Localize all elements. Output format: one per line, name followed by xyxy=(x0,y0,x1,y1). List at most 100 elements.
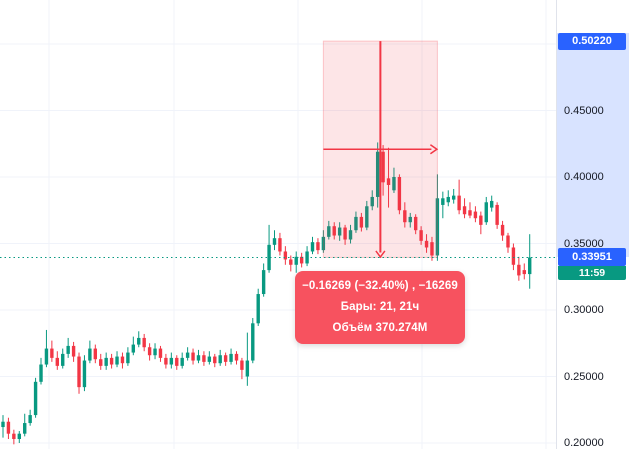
candle-body xyxy=(66,345,70,354)
candle-body xyxy=(169,357,174,365)
candle-body xyxy=(370,196,374,207)
candle-body xyxy=(473,211,478,219)
candle-body xyxy=(229,353,233,362)
candle-body xyxy=(213,356,217,364)
candle-body xyxy=(131,344,136,353)
candle-body xyxy=(506,235,510,248)
candle-body xyxy=(278,238,282,252)
candle-body xyxy=(462,206,467,215)
candle-body xyxy=(240,360,244,370)
candle-body xyxy=(245,360,250,377)
candle-body xyxy=(484,202,488,223)
candle-body xyxy=(218,355,222,364)
candle-body xyxy=(316,242,320,251)
candle-body xyxy=(359,216,364,228)
candle-body xyxy=(490,200,494,208)
candle-body xyxy=(457,195,461,211)
candle-body xyxy=(185,352,190,358)
candle-body xyxy=(158,348,163,358)
candle-body xyxy=(321,236,326,251)
candle-body xyxy=(517,264,521,276)
candle-body xyxy=(207,356,212,362)
measure-change-line: −0.16269 (−32.40%) , −16269 xyxy=(302,279,458,292)
candle-body xyxy=(23,423,27,434)
candle-body xyxy=(55,357,59,366)
candle-body xyxy=(115,356,119,365)
measure-tooltip: −0.16269 (−32.40%) , −16269 Бары: 21, 21… xyxy=(295,271,465,344)
candle-body xyxy=(234,353,239,361)
measure-volume-line: Объём 370.274M xyxy=(332,321,428,334)
candle-body xyxy=(267,244,271,271)
candle-body xyxy=(251,323,255,361)
candle-body xyxy=(17,433,21,440)
candle-body xyxy=(196,355,201,361)
candle-body xyxy=(261,270,266,295)
candle-body xyxy=(310,242,315,252)
candle-body xyxy=(397,177,402,211)
bar-countdown-badge: 11:59 xyxy=(558,266,626,281)
price-scale-selection-band xyxy=(557,33,629,258)
candle-body xyxy=(77,356,81,388)
price-tick-label: 0.40000 xyxy=(564,171,604,183)
candle-body xyxy=(71,345,76,357)
price-scale[interactable]: 0.45000 0.40000 0.35000 0.30000 0.25000 0.200… xyxy=(556,0,629,449)
candle-body xyxy=(289,259,293,265)
candle-body xyxy=(495,204,499,225)
candlestick-chart[interactable] xyxy=(0,0,557,449)
candle-body xyxy=(33,381,38,416)
candle-body xyxy=(403,210,407,223)
candle-body xyxy=(44,348,49,365)
candle-body xyxy=(511,247,516,265)
price-tick-label: 0.25000 xyxy=(564,370,604,383)
candle-body xyxy=(337,227,342,236)
candle-body xyxy=(408,216,412,223)
candle-body xyxy=(500,224,505,236)
candle-body xyxy=(202,355,206,362)
candle-body xyxy=(109,357,114,365)
candle-body xyxy=(50,348,54,358)
candle-body xyxy=(522,270,526,275)
candle-body xyxy=(142,337,146,348)
last-price-badge: 0.33951 xyxy=(558,248,626,267)
candle-body xyxy=(180,357,184,366)
candle-body xyxy=(1,421,5,428)
candle-body xyxy=(468,210,472,216)
candle-body xyxy=(381,151,385,183)
candle-body xyxy=(435,198,440,256)
candle-body xyxy=(93,348,98,360)
measure-right-arrowhead[interactable] xyxy=(429,144,439,155)
candle-body xyxy=(424,240,429,248)
candle-body xyxy=(256,294,260,324)
candle-body xyxy=(120,356,125,364)
candle-body xyxy=(164,357,168,365)
candle-body xyxy=(479,215,483,225)
candle-body xyxy=(153,348,157,356)
candle-body xyxy=(82,360,87,388)
candle-body xyxy=(12,433,16,440)
candle-body xyxy=(137,337,141,345)
candle-body xyxy=(299,256,304,264)
candle-body xyxy=(39,364,43,382)
measure-down-arrowhead[interactable] xyxy=(375,250,386,259)
candle-body xyxy=(272,238,277,245)
candle-body xyxy=(6,421,11,434)
price-tick-label: 0.20000 xyxy=(564,437,604,449)
candle-body xyxy=(327,226,331,237)
candle-body xyxy=(348,230,353,240)
candle-body xyxy=(191,352,195,361)
price-tick-label: 0.45000 xyxy=(564,104,604,117)
candle-body xyxy=(386,178,391,185)
price-tick-label: 0.30000 xyxy=(564,304,604,316)
candle-body xyxy=(354,216,358,231)
candle-body xyxy=(451,195,456,200)
candle-body xyxy=(441,198,445,205)
candle-body xyxy=(528,257,532,275)
candle-body xyxy=(283,251,288,260)
candle-body xyxy=(104,357,108,366)
candle-body xyxy=(430,242,434,256)
candle-body xyxy=(365,206,369,228)
candle-body xyxy=(375,151,380,197)
candle-body xyxy=(28,415,32,424)
candle-body xyxy=(332,226,336,236)
